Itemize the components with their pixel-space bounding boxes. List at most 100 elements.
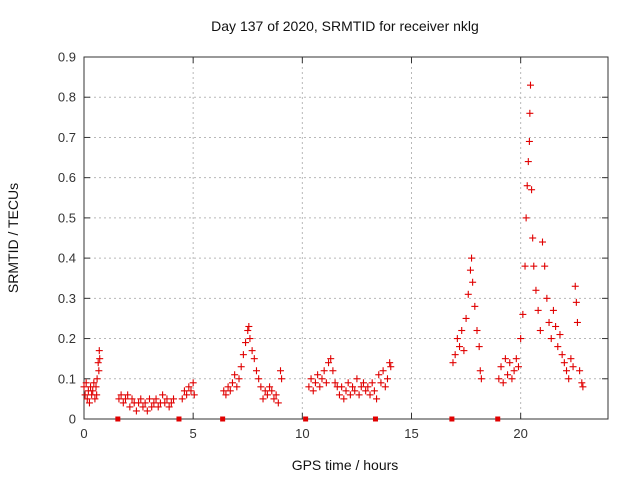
data-point (571, 282, 579, 290)
data-point (185, 383, 193, 391)
data-point (572, 298, 580, 306)
data-point (521, 262, 529, 270)
data-point (342, 387, 350, 395)
data-point (244, 327, 252, 335)
data-point (573, 318, 581, 326)
data-point (189, 379, 197, 387)
zero-point-marker (372, 416, 378, 422)
data-point (510, 367, 518, 375)
data-point (274, 399, 282, 407)
y-tick-label: 0.2 (58, 331, 76, 346)
zero-point-marker (449, 416, 455, 422)
data-point (576, 367, 584, 375)
data-point (530, 262, 538, 270)
data-point (514, 363, 522, 371)
data-point (325, 359, 333, 367)
data-point (165, 403, 173, 411)
data-point (161, 399, 169, 407)
data-point (456, 343, 464, 351)
data-point (314, 371, 322, 379)
plot-frame (83, 56, 609, 420)
data-point (242, 339, 250, 347)
data-point (344, 379, 352, 387)
data-point (135, 399, 143, 407)
data-point (126, 403, 134, 411)
data-point (80, 383, 88, 391)
data-point (266, 383, 274, 391)
data-point (512, 355, 520, 363)
data-point (305, 383, 313, 391)
data-point (569, 363, 577, 371)
data-point (115, 395, 123, 403)
data-point (132, 407, 140, 415)
data-point (578, 379, 586, 387)
data-point (508, 375, 516, 383)
data-point (495, 375, 503, 383)
data-point (152, 395, 160, 403)
data-point (532, 286, 540, 294)
data-point (387, 363, 395, 371)
data-point (92, 383, 100, 391)
data-point (270, 395, 278, 403)
data-point (322, 379, 330, 387)
data-point (85, 399, 93, 407)
data-point (239, 351, 247, 359)
data-point (519, 310, 527, 318)
data-point (528, 186, 536, 194)
data-point (327, 355, 335, 363)
data-point (346, 391, 354, 399)
data-point (277, 367, 284, 375)
data-point (556, 331, 564, 339)
data-point (82, 379, 90, 387)
data-point (359, 379, 367, 387)
data-point (451, 351, 459, 359)
data-point (524, 158, 532, 166)
data-point (462, 314, 470, 322)
data-point (458, 327, 466, 335)
y-tick-label: 0 (69, 412, 76, 427)
zero-point-marker (303, 416, 309, 422)
data-point (526, 109, 534, 117)
data-point (170, 395, 178, 403)
y-tick-label: 0.3 (58, 291, 76, 306)
data-point (506, 359, 514, 367)
data-point (543, 294, 551, 302)
data-point (539, 238, 546, 246)
data-point (93, 375, 101, 383)
x-axis-title: GPS time / hours (292, 457, 399, 473)
data-point (231, 371, 239, 379)
data-point (364, 383, 372, 391)
data-point (373, 395, 381, 403)
x-tick-label: 15 (404, 426, 418, 441)
data-point (163, 395, 171, 403)
data-point (263, 391, 271, 399)
data-point (128, 395, 136, 403)
data-point (81, 391, 89, 399)
data-point (248, 347, 256, 355)
data-point (220, 387, 228, 395)
data-point (255, 375, 263, 383)
data-point (449, 359, 457, 367)
data-point (272, 391, 280, 399)
data-point (335, 391, 343, 399)
data-point (237, 363, 245, 371)
data-point (121, 395, 129, 403)
data-point (357, 383, 365, 391)
data-point (522, 214, 530, 222)
data-point (246, 335, 254, 343)
data-point (529, 234, 537, 242)
data-point (353, 375, 361, 383)
data-point (379, 367, 387, 375)
y-axis-title: SRMTID / TECUs (5, 183, 21, 293)
y-tick-label: 0.6 (58, 170, 76, 185)
data-point (143, 407, 151, 415)
data-point (329, 367, 337, 375)
data-points (80, 81, 587, 422)
data-point (178, 395, 186, 403)
data-point (466, 266, 474, 274)
data-point (93, 391, 101, 399)
x-tick-label: 5 (190, 426, 197, 441)
data-point (560, 359, 568, 367)
data-point (501, 355, 509, 363)
chart-title: Day 137 of 2020, SRMTID for receiver nkl… (211, 18, 479, 34)
